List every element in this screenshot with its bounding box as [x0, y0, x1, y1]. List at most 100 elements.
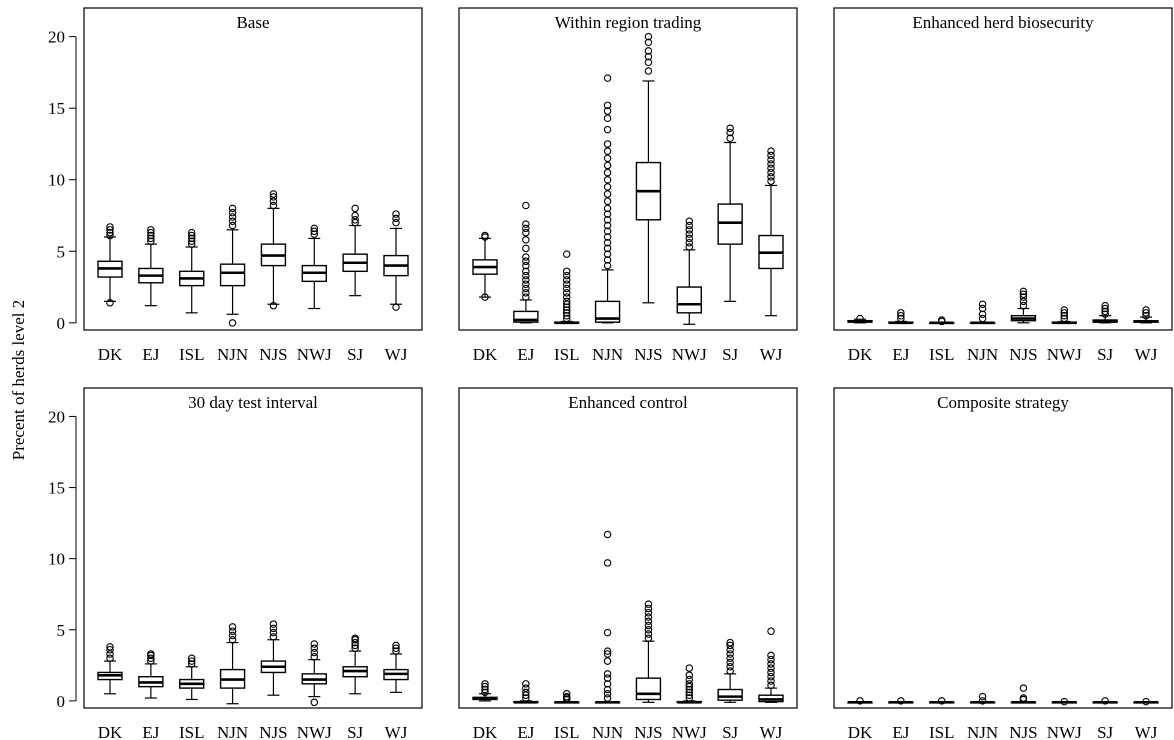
outlier-point [644, 626, 653, 634]
outlier-point [767, 681, 775, 689]
outlier-point [644, 617, 653, 625]
box-isl [179, 228, 205, 314]
outlier-point [187, 240, 196, 248]
box-njn [219, 204, 246, 327]
box-ej [888, 309, 914, 325]
y-tick-label: 15 [48, 479, 65, 498]
box-njs [1010, 684, 1037, 704]
outlier-point [562, 314, 571, 323]
outlier-point [726, 663, 734, 671]
box-njs [260, 620, 287, 696]
outlier-point [481, 682, 489, 691]
outlier-point [1060, 314, 1069, 323]
outlier-point [351, 641, 359, 650]
outlier-point [187, 660, 196, 668]
box-nwj [676, 217, 702, 325]
box-wj [1133, 697, 1159, 706]
outlier-point [106, 231, 114, 240]
outlier-point [1060, 309, 1069, 317]
outlier-point [603, 107, 612, 115]
panel-title: 30 day test interval [188, 393, 318, 412]
outlier-point [228, 319, 237, 327]
panel-5: Enhanced control DK EJ ISL NJN NJS NWJ SJ WJ [458, 387, 798, 740]
outlier-point [726, 128, 734, 137]
x-tick-label: NWJ [1047, 723, 1082, 740]
outlier-point [106, 654, 114, 662]
plot-frame [833, 387, 1173, 709]
outlier-point [562, 300, 571, 308]
outlier-point [978, 300, 987, 308]
plot-frame [83, 387, 423, 709]
outlier-point [685, 680, 694, 688]
outlier-point [228, 221, 237, 230]
outlier-point [562, 303, 571, 311]
y-tick-label: 20 [48, 407, 65, 426]
box-dk [847, 314, 873, 324]
x-tick-label: WJ [760, 345, 783, 364]
outlier-point [978, 697, 987, 705]
outlier-point [522, 271, 530, 280]
outlier-point [937, 697, 946, 705]
outlier-point [1019, 287, 1028, 296]
outlier-point [644, 621, 653, 630]
x-tick-label: EJ [517, 723, 534, 740]
box-dk [97, 643, 123, 695]
outlier-point [603, 114, 612, 122]
outlier-point [685, 694, 694, 702]
outlier-point [562, 297, 571, 306]
box-ej [513, 680, 539, 704]
outlier-point [644, 67, 653, 75]
outlier-point [1060, 311, 1069, 320]
outlier-point [767, 664, 775, 672]
outlier-point [726, 650, 734, 658]
x-tick-label: WJ [760, 723, 783, 740]
x-tick-label: SJ [722, 723, 738, 740]
outlier-point [603, 216, 612, 224]
outlier-point [767, 677, 775, 685]
outlier-point [603, 147, 612, 155]
outlier-point [603, 190, 612, 198]
x-tick-label: NWJ [1047, 345, 1082, 364]
outlier-point [603, 244, 612, 253]
outlier-point [228, 204, 237, 213]
outlier-point [481, 685, 489, 694]
box-dk [472, 231, 498, 301]
x-tick-label: EJ [142, 345, 159, 364]
outlier-point [562, 692, 571, 701]
outlier-point [522, 224, 530, 233]
x-tick-label: ISL [929, 723, 955, 740]
box-ej [513, 201, 539, 324]
outlier-point [562, 311, 571, 320]
outlier-point [603, 685, 612, 694]
outlier-point [978, 304, 987, 313]
outlier-point [603, 674, 612, 682]
x-tick-label: EJ [892, 723, 909, 740]
outlier-point [522, 220, 530, 228]
outlier-point [269, 201, 278, 210]
iqr-box [219, 263, 246, 287]
outlier-point [562, 276, 571, 284]
box-isl [554, 690, 580, 704]
box-nwj [676, 664, 702, 704]
outlier-point [351, 638, 359, 647]
outlier-point [310, 648, 319, 657]
plot-frame [83, 7, 423, 331]
outlier-point [562, 293, 571, 301]
outlier-point [351, 211, 359, 220]
outlier-point [603, 233, 612, 241]
outlier-point [685, 234, 694, 243]
box-isl [929, 316, 955, 326]
outlier-point [522, 688, 530, 697]
outlier-point [310, 230, 319, 238]
outlier-point [351, 644, 359, 653]
panel-title: Composite strategy [937, 393, 1069, 412]
outlier-point [522, 293, 530, 301]
outlier-point [106, 645, 114, 654]
outlier-point [897, 697, 905, 705]
x-tick-label: NWJ [297, 723, 332, 740]
outlier-point [644, 52, 653, 61]
iqr-box [594, 300, 621, 323]
outlier-point [726, 667, 734, 675]
